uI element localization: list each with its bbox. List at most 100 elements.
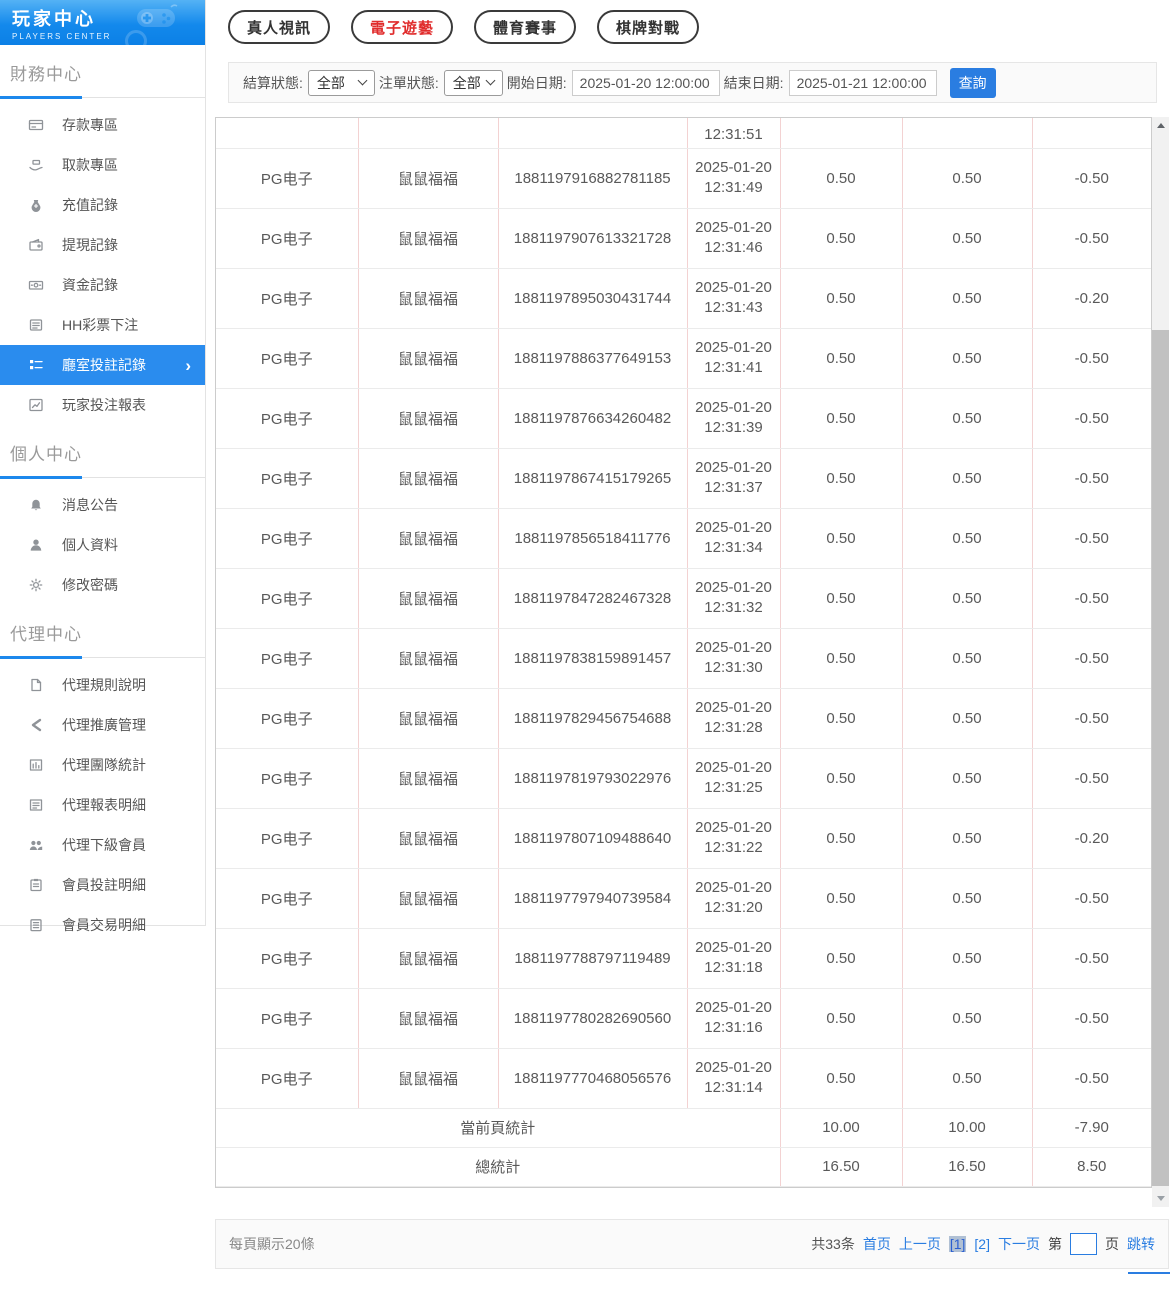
share-icon <box>28 717 46 733</box>
table-row: PG电子 鼠鼠福福 1881197847282467328 2025-01-20 12:… <box>216 568 1151 629</box>
sidebar-item-room-bet-records[interactable]: 廳室投註記錄 › <box>0 345 205 385</box>
cell-game <box>358 118 499 149</box>
sidebar-item-label: 修改密碼 <box>62 577 118 593</box>
cell-game: 鼠鼠福福 <box>358 928 499 989</box>
sidebar-item-agent-rules[interactable]: 代理規則說明 <box>0 665 205 705</box>
tab-live-video[interactable]: 真人視訊 <box>228 10 331 44</box>
scrollbar-thumb[interactable] <box>1152 330 1169 1186</box>
cell-order-no: 1881197916882781185 <box>498 148 688 209</box>
cell-game: 鼠鼠福福 <box>358 628 499 689</box>
tab-sports-events[interactable]: 體育賽事 <box>474 10 577 44</box>
query-button[interactable]: 查詢 <box>949 67 996 98</box>
sidebar-item-player-bet-report[interactable]: 玩家投注報表 <box>0 385 205 425</box>
bet-date: 2025-01-20 <box>695 639 772 656</box>
sidebar-section: 財務中心 存款專區 取款專區 充值記錄 提現記錄 資金記錄 HH彩票下注 廳室投註記錄 › 玩家投… <box>0 45 205 425</box>
page-2-link[interactable]: [2] <box>974 1236 990 1252</box>
cell-bet: 0.50 <box>780 688 903 749</box>
bet-date: 2025-01-20 <box>695 999 772 1016</box>
cell-valid-bet: 0.50 <box>902 448 1033 509</box>
order-status-select[interactable]: 全部 <box>443 69 503 96</box>
end-date-input[interactable] <box>788 69 937 96</box>
cell-order-no: 1881197807109488640 <box>498 808 688 869</box>
cell-valid-bet: 0.50 <box>902 148 1033 209</box>
table-row: PG电子 鼠鼠福福 1881197788797119489 2025-01-20 12:… <box>216 928 1151 989</box>
sidebar-item-announcements[interactable]: 消息公告 <box>0 485 205 525</box>
page-1-link[interactable]: [1] <box>948 1236 967 1252</box>
settle-status-select[interactable]: 全部 <box>307 69 375 96</box>
sidebar-item-label: 會員投註明細 <box>62 877 146 893</box>
sidebar-item-profile[interactable]: 個人資料 <box>0 525 205 565</box>
scroll-up-button[interactable] <box>1152 117 1169 134</box>
sidebar-item-member-bet-detail[interactable]: 會員投註明細 <box>0 865 205 905</box>
page-jump-input[interactable] <box>1070 1233 1097 1255</box>
table-scrollbar[interactable] <box>1152 117 1169 1207</box>
cell-game: 鼠鼠福福 <box>358 568 499 629</box>
sidebar-item-hh-lottery-bets[interactable]: HH彩票下注 <box>0 305 205 345</box>
funds-icon <box>28 277 46 293</box>
cell-bet: 0.50 <box>780 328 903 389</box>
start-date-input[interactable] <box>571 69 720 96</box>
sidebar-item-cashout-records[interactable]: 提現記錄 <box>0 225 205 265</box>
sidebar-item-member-transaction-detail[interactable]: 會員交易明細 <box>0 905 205 945</box>
sidebar-item-label: 廳室投註記錄 <box>62 357 146 373</box>
underline-gray <box>0 477 205 478</box>
sidebar-item-funds-records[interactable]: 資金記錄 <box>0 265 205 305</box>
end-date-label: 結束日期: <box>723 74 784 91</box>
cell-win-loss: -0.50 <box>1032 208 1151 269</box>
cell-bet: 0.50 <box>780 628 903 689</box>
tab-electronic-games[interactable]: 電子遊藝 <box>351 10 454 44</box>
gamepad-icon <box>137 4 178 27</box>
table-row: PG电子 鼠鼠福福 1881197867415179265 2025-01-20 12:… <box>216 448 1151 509</box>
cell-valid-bet: 0.50 <box>902 388 1033 449</box>
sidebar-item-change-password[interactable]: 修改密碼 <box>0 565 205 605</box>
sidebar-item-recharge-records[interactable]: 充值記錄 <box>0 185 205 225</box>
sidebar: 玩家中心 PLAYERS CENTER 財務中心 存款專區 取款專區 充值記錄 提現記錄… <box>0 0 206 933</box>
first-page-link[interactable]: 首页 <box>862 1236 891 1252</box>
bet-time: 12:31:43 <box>704 299 763 316</box>
next-page-link[interactable]: 下一页 <box>998 1236 1040 1252</box>
cell-platform: PG电子 <box>216 748 359 809</box>
chevron-right-icon: › <box>185 355 191 375</box>
table-row: PG电子 鼠鼠福福 1881197838159891457 2025-01-20 12:… <box>216 628 1151 689</box>
bet-time: 12:31:46 <box>704 239 763 256</box>
bet-date: 2025-01-20 <box>695 699 772 716</box>
cell-valid-bet: 0.50 <box>902 808 1033 869</box>
jump-button[interactable]: 跳转 <box>1127 1236 1155 1252</box>
team-stats-icon <box>28 757 46 773</box>
cell-time: 2025-01-20 12:31:14 <box>687 1048 781 1109</box>
cell-win-loss: -0.50 <box>1032 868 1151 929</box>
cell-order-no: 1881197780282690560 <box>498 988 688 1049</box>
sidebar-section: 代理中心 代理規則說明 代理推廣管理 代理團隊統計 代理報表明細 代理下級會員 會員投註明細… <box>0 605 205 945</box>
cell-time: 2025-01-20 12:31:28 <box>687 688 781 749</box>
cell-game: 鼠鼠福福 <box>358 148 499 209</box>
tab-board-card-battle[interactable]: 棋牌對戰 <box>597 10 700 44</box>
sidebar-item-agent-report-detail[interactable]: 代理報表明細 <box>0 785 205 825</box>
cell-time: 2025-01-20 12:31:39 <box>687 388 781 449</box>
cell-platform <box>216 118 359 149</box>
sidebar-item-agent-promotion[interactable]: 代理推廣管理 <box>0 705 205 745</box>
cell-time: 2025-01-20 12:31:25 <box>687 748 781 809</box>
cell-time: 2025-01-20 12:31:20 <box>687 868 781 929</box>
summary-current-label: 當前頁統計 <box>216 1108 781 1148</box>
scroll-down-button[interactable] <box>1152 1190 1169 1207</box>
prev-page-link[interactable]: 上一页 <box>898 1236 941 1252</box>
sidebar-item-label: 存款專區 <box>62 117 118 133</box>
cell-order-no: 1881197770468056576 <box>498 1048 688 1109</box>
sidebar-item-deposit-zone[interactable]: 存款專區 <box>0 105 205 145</box>
bet-time: 12:31:34 <box>704 539 763 556</box>
sidebar-item-label: 個人資料 <box>62 537 118 553</box>
sidebar-item-withdraw-zone[interactable]: 取款專區 <box>0 145 205 185</box>
section-underline <box>0 476 205 479</box>
sidebar-section: 個人中心 消息公告 個人資料 修改密碼 <box>0 425 205 605</box>
bet-date: 2025-01-20 <box>695 759 772 776</box>
bet-time: 12:31:16 <box>704 1019 763 1036</box>
summary-total-label: 總統計 <box>216 1147 781 1187</box>
sidebar-item-agent-sub-members[interactable]: 代理下級會員 <box>0 825 205 865</box>
table-row: PG电子 鼠鼠福福 1881197907613321728 2025-01-20 12:… <box>216 208 1151 269</box>
sidebar-item-agent-team-stats[interactable]: 代理團隊統計 <box>0 745 205 785</box>
cell-time: 2025-01-20 12:31:32 <box>687 568 781 629</box>
pagination-bar: 每頁顯示20條 共33条 首页 上一页 [1] [2] 下一页 第 页 跳转 <box>215 1219 1169 1269</box>
table-row: PG电子 鼠鼠福福 1881197895030431744 2025-01-20 12:… <box>216 268 1151 329</box>
bell-icon <box>28 497 46 513</box>
cashout-icon <box>28 237 46 253</box>
